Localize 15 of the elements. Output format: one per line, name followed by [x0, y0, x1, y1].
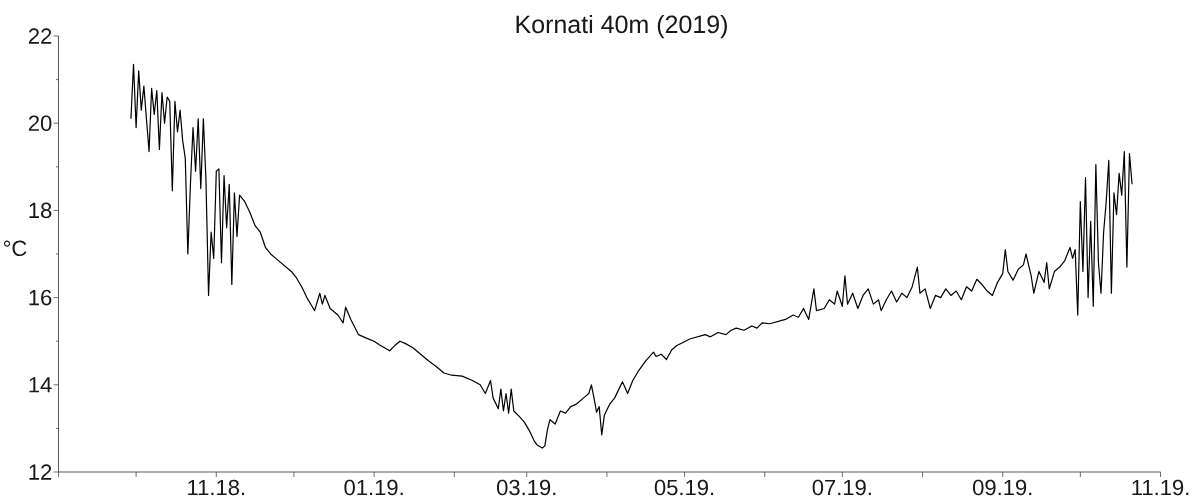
x-tick-label: 01.19.	[344, 479, 403, 496]
y-tick-label: 20	[28, 115, 52, 131]
y-tick-label: 18	[29, 202, 52, 219]
y-tick-label: 12	[29, 464, 52, 480]
x-tick-label: 03.19.	[497, 479, 556, 496]
x-tick-label: 07.19.	[812, 479, 871, 496]
x-tick-label: 11.19.	[1132, 479, 1189, 496]
x-tick-label: 11.18.	[188, 479, 245, 496]
chart-title: Kornati 40m (2019)	[516, 14, 727, 39]
y-tick-label: 16	[29, 289, 52, 306]
y-tick-label: 22	[28, 28, 52, 44]
y-axis-title: °C	[3, 240, 27, 257]
y-tick-label: 14	[29, 377, 52, 393]
x-tick-label: 09.19.	[973, 479, 1032, 496]
x-tick-label: 05.19.	[654, 479, 714, 496]
